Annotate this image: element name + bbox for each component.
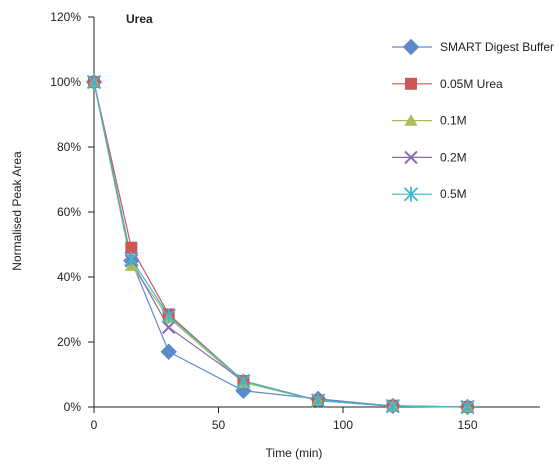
data-point <box>161 308 176 324</box>
x-tick-label: 100 <box>333 418 353 432</box>
legend-label: 0.1M <box>440 114 467 128</box>
data-point <box>385 398 400 414</box>
axes: 0% 20% 40% 60% 80% 100% 120% 0 50 100 150 <box>50 10 540 432</box>
y-tick-label: 20% <box>57 335 81 349</box>
data-point <box>160 343 177 360</box>
x-tick-label: 150 <box>457 418 477 432</box>
legend-label: SMART Digest Buffer <box>440 40 554 54</box>
series-lines <box>93 81 468 408</box>
data-point <box>161 320 176 335</box>
legend-item: SMART Digest Buffer <box>392 38 554 56</box>
series-line-4 <box>93 81 468 408</box>
x-tick-label: 0 <box>91 418 98 432</box>
y-tick-label: 60% <box>57 205 81 219</box>
legend-marker <box>405 77 417 90</box>
legend-item: 0.5M <box>392 186 467 202</box>
data-point <box>86 74 102 90</box>
legend-label: 0.05M Urea <box>440 77 503 91</box>
legend-marker <box>402 38 420 56</box>
legend: SMART Digest Buffer 0.05M Urea 0.1M 0.2M 0.5… <box>392 38 554 202</box>
legend-label: 0.2M <box>440 150 467 164</box>
series-markers <box>85 73 476 416</box>
legend-marker <box>403 186 419 202</box>
series-line-2 <box>93 81 468 408</box>
y-axis-title: Normalised Peak Area <box>10 151 24 271</box>
legend-label: 0.5M <box>440 187 467 201</box>
data-point <box>125 241 138 254</box>
legend-item: 0.1M <box>392 114 467 128</box>
series-line-0 <box>93 81 468 408</box>
data-point <box>236 373 251 389</box>
legend-marker <box>404 150 418 165</box>
data-point <box>460 399 475 415</box>
legend-marker <box>404 114 418 126</box>
series-line-3 <box>93 81 468 408</box>
y-tick-label: 80% <box>57 140 81 154</box>
y-tick-label: 100% <box>50 75 81 89</box>
y-tick-label: 0% <box>64 400 82 414</box>
series-line-1 <box>93 81 468 408</box>
chart-title: Urea <box>126 12 153 26</box>
y-tick-label: 120% <box>50 10 81 24</box>
x-tick-label: 50 <box>212 418 226 432</box>
x-axis-title: Time (min) <box>266 446 323 460</box>
legend-item: 0.2M <box>392 150 467 164</box>
data-point <box>310 393 326 408</box>
legend-item: 0.05M Urea <box>392 77 503 91</box>
data-point <box>124 251 139 267</box>
y-tick-label: 40% <box>57 270 81 284</box>
